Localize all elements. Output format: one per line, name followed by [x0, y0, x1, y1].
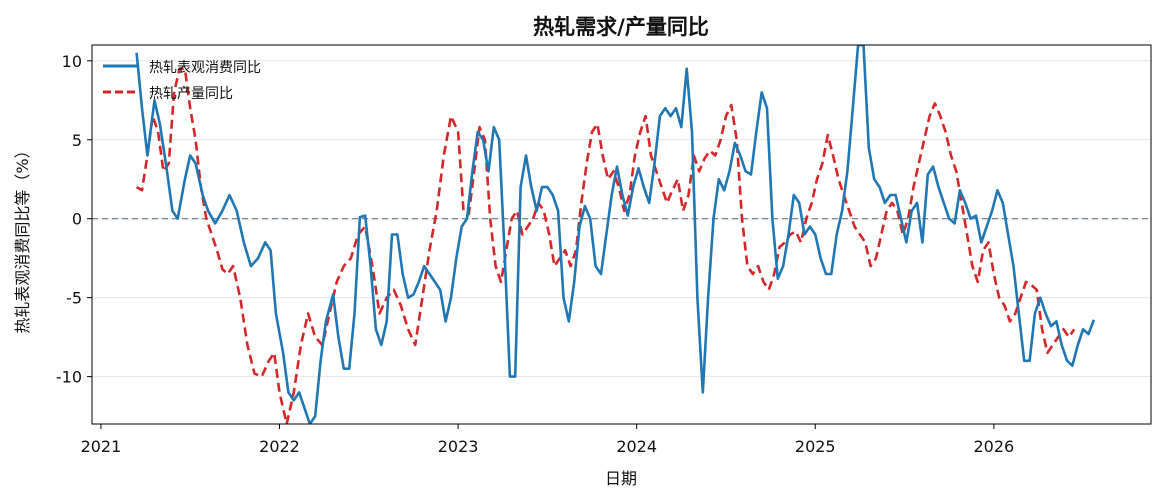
- grid-layer: [92, 60, 1151, 378]
- x-axis-label: 日期: [605, 469, 637, 488]
- x-tick-label: 2024: [616, 437, 657, 456]
- y-tick-label: 5: [72, 131, 82, 150]
- ticks-layer: -10 -5 0 5 10 2021 2022 2023 2024 2025 2026: [56, 52, 1014, 456]
- y-tick-label: 10: [62, 52, 82, 71]
- x-tick-label: 2023: [438, 437, 479, 456]
- series-layer: [135, 45, 1096, 424]
- x-tick-label: 2026: [973, 437, 1014, 456]
- series-line-production: [135, 67, 1076, 424]
- plot-frame: [91, 44, 1152, 425]
- y-tick-label: -5: [66, 289, 82, 308]
- legend-label-consumption: 热轧表观消费同比: [149, 60, 261, 76]
- series-line-consumption: [135, 45, 1096, 424]
- y-axis-label: 热轧表观消费同比等（%）: [13, 142, 32, 333]
- y-tick-label: -10: [56, 368, 82, 387]
- legend: 热轧表观消费同比 热轧产量同比: [103, 60, 261, 102]
- x-tick-label: 2021: [81, 437, 122, 456]
- x-tick-label: 2022: [259, 437, 300, 456]
- legend-label-production: 热轧产量同比: [149, 86, 233, 102]
- chart-title: 热轧需求/产量同比: [533, 15, 709, 39]
- x-tick-label: 2025: [795, 437, 836, 456]
- y-tick-label: 0: [72, 210, 82, 229]
